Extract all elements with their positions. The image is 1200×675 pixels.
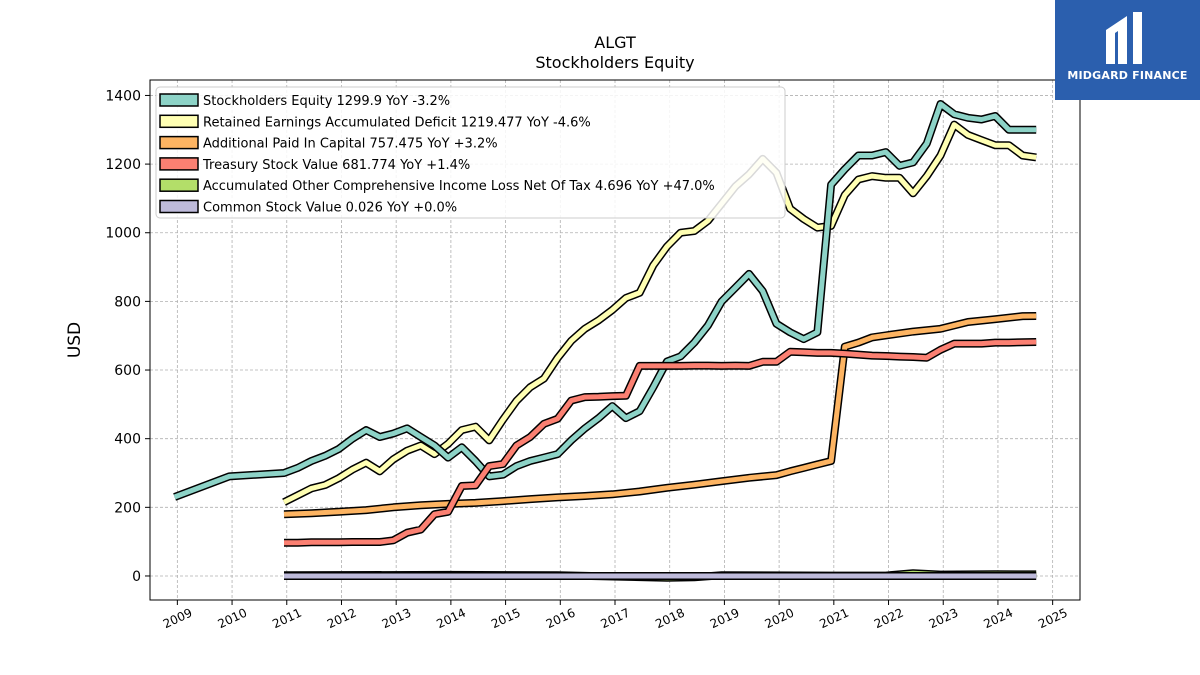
legend-label: Common Stock Value 0.026 YoY +0.0% (203, 201, 457, 216)
legend: Stockholders Equity 1299.9 YoY -3.2% Reta… (155, 86, 786, 219)
x-tick-label: 2009 (161, 606, 195, 632)
legend-swatch (159, 178, 199, 192)
y-tick-label: 1400 (105, 88, 141, 104)
legend-box (155, 86, 786, 219)
series-line (282, 120, 1037, 506)
x-tick-label: 2010 (216, 606, 250, 632)
y-tick-label: 200 (114, 500, 141, 516)
legend-swatch (159, 114, 199, 129)
series-line (283, 312, 1037, 519)
series-stroke (284, 339, 1037, 546)
series-stroke (173, 101, 1037, 500)
y-tick-label: 0 (132, 569, 141, 585)
y-tick-label: 1200 (105, 157, 141, 173)
y-tick-label: 400 (114, 432, 141, 448)
legend-item: Accumulated Other Comprehensive Income L… (159, 178, 715, 194)
y-tick-label: 1000 (105, 226, 141, 242)
legend-item: Additional Paid In Capital 757.475 YoY +… (159, 135, 498, 152)
x-tick-label: 2011 (270, 606, 304, 632)
x-tick-label: 2016 (544, 606, 578, 632)
legend-item: Stockholders Equity 1299.9 YoY -3.2% (159, 93, 450, 109)
x-tick-label: 2018 (653, 606, 687, 632)
x-tick-label: 2024 (981, 606, 1015, 632)
x-tick-label: 2020 (763, 606, 797, 632)
x-tick-label: 2012 (325, 606, 359, 632)
brand-logo: MIDGARD FINANCE (1055, 0, 1200, 100)
y-tick-label: 600 (114, 363, 141, 379)
series-stroke (282, 122, 1037, 505)
legend-item: Treasury Stock Value 681.774 YoY +1.4% (159, 157, 470, 173)
legend-item: Common Stock Value 0.026 YoY +0.0% (159, 199, 457, 216)
x-tick-label: 2014 (434, 606, 468, 632)
legend-label: Retained Earnings Accumulated Deficit 12… (203, 115, 591, 130)
x-tick-label: 2021 (817, 606, 851, 632)
legend-swatch (159, 93, 199, 107)
legend-label: Stockholders Equity 1299.9 YoY -3.2% (203, 94, 450, 109)
x-tick-label: 2023 (927, 606, 961, 632)
legend-label: Treasury Stock Value 681.774 YoY +1.4% (202, 158, 470, 173)
y-tick-label: 800 (114, 294, 141, 310)
logo-text: MIDGARD FINANCE (1067, 69, 1188, 82)
legend-item: Retained Earnings Accumulated Deficit 12… (159, 114, 591, 130)
series-line (173, 100, 1037, 501)
x-tick-label: 2022 (872, 606, 906, 632)
series-line (284, 338, 1037, 547)
series-outline (283, 312, 1037, 519)
legend-swatch (159, 135, 199, 150)
legend-swatch (159, 199, 199, 214)
legend-swatch (159, 157, 199, 171)
series-stroke (283, 313, 1037, 517)
x-tick-label: 2017 (599, 606, 633, 632)
legend-label: Accumulated Other Comprehensive Income L… (203, 179, 715, 194)
chart-title: ALGT (594, 33, 636, 52)
legend-label: Additional Paid In Capital 757.475 YoY +… (203, 137, 498, 152)
logo-mark-icon (1106, 12, 1142, 64)
x-tick-label: 2013 (380, 606, 414, 632)
x-tick-label: 2019 (708, 606, 742, 632)
x-tick-label: 2015 (489, 606, 523, 632)
x-tick-label: 2025 (1036, 606, 1070, 632)
chart-subtitle: Stockholders Equity (535, 53, 695, 72)
y-axis-label: USD (65, 322, 85, 358)
